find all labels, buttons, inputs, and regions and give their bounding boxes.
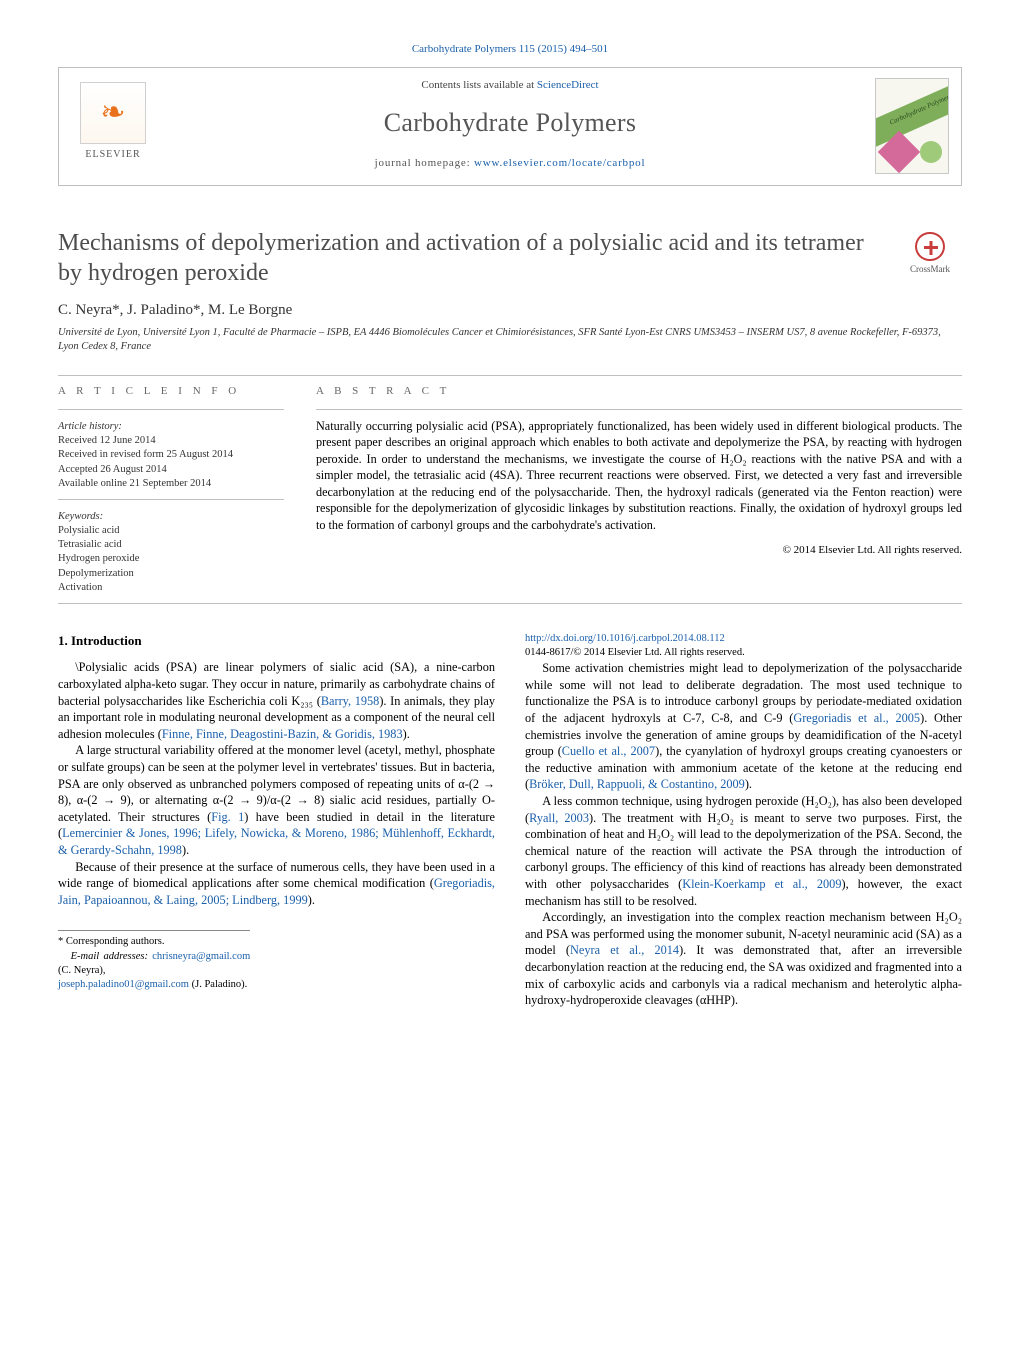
journal-name: Carbohydrate Polymers [169, 105, 851, 140]
keyword: Activation [58, 581, 284, 595]
keywords-label: Keywords: [58, 510, 284, 524]
citation-link[interactable]: Neyra et al., 2014 [570, 943, 679, 957]
divider [316, 409, 962, 410]
email-link[interactable]: chrisneyra@gmail.com [152, 951, 250, 962]
homepage-prefix: journal homepage: [375, 157, 474, 169]
history-label: Article history: [58, 420, 284, 434]
keyword: Polysialic acid [58, 524, 284, 538]
journal-header-box: ❧ ELSEVIER Carbohydrate Polymers Content… [58, 67, 962, 186]
abstract-heading: A B S T R A C T [316, 384, 962, 399]
publisher-logo: ❧ ELSEVIER [71, 82, 155, 174]
issn-copyright: 0144-8617/© 2014 Elsevier Ltd. All right… [525, 647, 745, 658]
divider [58, 375, 962, 376]
article-info-block: A R T I C L E I N F O Article history: R… [58, 384, 284, 595]
keyword: Hydrogen peroxide [58, 552, 284, 566]
paragraph: A less common technique, using hydrogen … [525, 793, 962, 909]
paragraph: A large structural variability offered a… [58, 742, 495, 858]
paragraph: Some activation chemistries might lead t… [525, 660, 962, 793]
citation-link[interactable]: Gregoriadis et al., 2005 [793, 711, 920, 725]
citation-link[interactable]: Finne, Finne, Deagostini-Bazin, & Goridi… [162, 727, 403, 741]
contents-available-line: Contents lists available at ScienceDirec… [169, 78, 851, 93]
cover-shape-circle [920, 141, 942, 163]
authors-line: C. Neyra*, J. Paladino*, M. Le Borgne [58, 300, 962, 320]
history-revised: Received in revised form 25 August 2014 [58, 448, 284, 462]
paragraph: Accordingly, an investigation into the c… [525, 909, 962, 1009]
doi-block: http://dx.doi.org/10.1016/j.carbpol.2014… [525, 632, 962, 660]
history-received: Received 12 June 2014 [58, 434, 284, 448]
email-line: E-mail addresses: chrisneyra@gmail.com (… [58, 950, 250, 993]
contents-prefix: Contents lists available at [421, 79, 536, 91]
cover-banner: Carbohydrate Polymers [875, 78, 949, 148]
keyword: Tetrasialic acid [58, 538, 284, 552]
history-online: Available online 21 September 2014 [58, 477, 284, 491]
sciencedirect-link[interactable]: ScienceDirect [537, 79, 599, 91]
journal-reference: Carbohydrate Polymers 115 (2015) 494–501 [58, 42, 962, 57]
citation-link[interactable]: Cuello et al., 2007 [562, 744, 655, 758]
abstract-copyright: © 2014 Elsevier Ltd. All rights reserved… [316, 543, 962, 558]
journal-homepage-link[interactable]: www.elsevier.com/locate/carbpol [474, 157, 645, 169]
section-heading: 1. Introduction [58, 632, 495, 650]
publisher-name: ELSEVIER [71, 148, 155, 162]
divider [58, 499, 284, 500]
corresponding-label: * Corresponding authors. [58, 935, 250, 949]
divider [58, 409, 284, 410]
history-accepted: Accepted 26 August 2014 [58, 463, 284, 477]
journal-cover-thumbnail: Carbohydrate Polymers [875, 78, 949, 174]
article-info-heading: A R T I C L E I N F O [58, 384, 284, 399]
journal-homepage-line: journal homepage: www.elsevier.com/locat… [169, 156, 851, 171]
citation-link[interactable]: Lemercinier & Jones, 1996; Lifely, Nowic… [58, 826, 495, 857]
figure-link[interactable]: Fig. 1 [211, 810, 244, 824]
email-link[interactable]: joseph.paladino01@gmail.com [58, 979, 189, 990]
keyword: Depolymerization [58, 567, 284, 581]
citation-link[interactable]: Bröker, Dull, Rappuoli, & Costantino, 20… [529, 777, 745, 791]
crossmark-widget[interactable]: CrossMark [898, 232, 962, 276]
crossmark-icon [915, 232, 945, 262]
paragraph: Because of their presence at the surface… [58, 859, 495, 909]
crossmark-label: CrossMark [910, 263, 950, 275]
divider [58, 603, 962, 604]
article-title: Mechanisms of depolymerization and activ… [58, 228, 880, 288]
abstract-block: A B S T R A C T Naturally occurring poly… [316, 384, 962, 595]
citation-link[interactable]: Barry, 1958 [321, 694, 380, 708]
citation-link[interactable]: Ryall, 2003 [529, 811, 589, 825]
abstract-text: Naturally occurring polysialic acid (PSA… [316, 418, 962, 533]
paragraph: \Polysialic acids (PSA) are linear polym… [58, 659, 495, 742]
affiliation: Université de Lyon, Université Lyon 1, F… [58, 326, 962, 353]
body-columns: 1. Introduction \Polysialic acids (PSA) … [58, 632, 962, 1009]
footnotes-block: * Corresponding authors. E-mail addresse… [58, 930, 250, 992]
doi-link[interactable]: http://dx.doi.org/10.1016/j.carbpol.2014… [525, 633, 725, 644]
citation-link[interactable]: Klein-Koerkamp et al., 2009 [682, 877, 841, 891]
elsevier-tree-icon: ❧ [80, 82, 146, 144]
